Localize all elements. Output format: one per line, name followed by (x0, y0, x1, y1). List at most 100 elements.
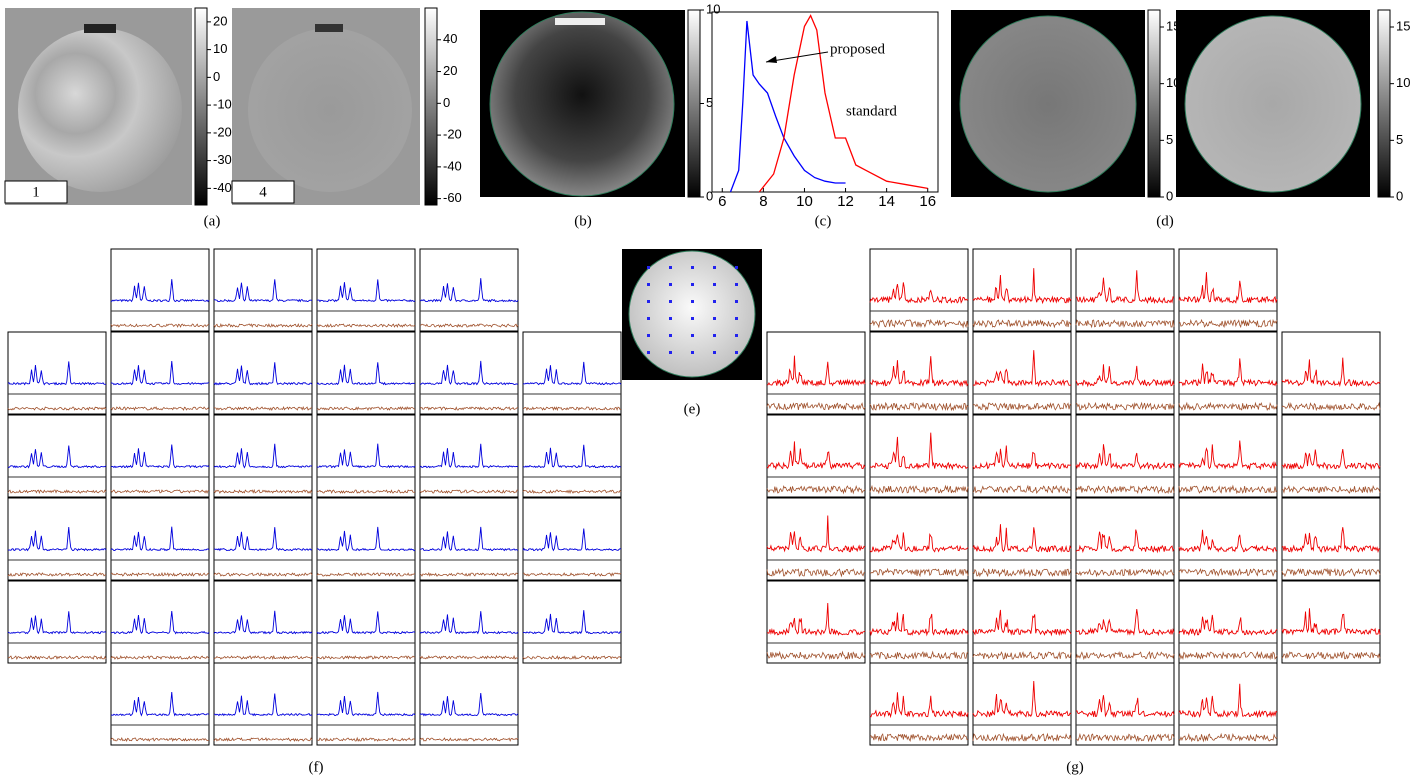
spectrum-cell (1178, 497, 1278, 581)
residual (522, 654, 622, 660)
spectrum (419, 693, 519, 717)
residual (110, 489, 210, 494)
residual (419, 654, 519, 660)
residual (972, 402, 1072, 411)
spectrum-cell (869, 497, 969, 581)
residual (972, 484, 1072, 494)
residual (972, 319, 1072, 329)
residual (1281, 401, 1381, 412)
residual (522, 406, 622, 412)
spectrum-cell (213, 331, 313, 415)
spectrum-cell (213, 580, 313, 664)
residual (316, 572, 416, 577)
spectrum (522, 610, 622, 635)
residual (766, 567, 866, 578)
residual (110, 655, 210, 660)
line (758, 14, 928, 193)
inset-box (4, 180, 68, 204)
residual (1281, 484, 1381, 494)
x-tick-label: 16 (919, 193, 936, 210)
spectrum-cell (1075, 662, 1175, 746)
spectrum-cell (316, 414, 416, 498)
voxel-dot (735, 317, 738, 320)
spectrum (213, 443, 313, 469)
spectrum-cell (766, 497, 866, 581)
spectrum (1075, 608, 1175, 637)
tick-label: -40 (213, 180, 232, 195)
spectrum (7, 445, 107, 469)
residual (213, 737, 313, 742)
spectrum (1281, 357, 1381, 388)
spectrum-cell (7, 331, 107, 415)
residual (972, 567, 1072, 578)
spectrum (1281, 449, 1381, 471)
spectrum (1281, 608, 1381, 636)
spectrum (972, 524, 1072, 553)
spectrum-cell (110, 580, 210, 664)
spectrum-cell (869, 414, 969, 498)
spectrum (110, 691, 210, 717)
spectrum (110, 360, 210, 386)
colorbar (687, 9, 701, 198)
voxel-dot (647, 334, 650, 337)
tick-label: -60 (443, 190, 462, 205)
residual (419, 489, 519, 494)
colorbar (424, 7, 438, 206)
spectrum (316, 443, 416, 469)
voxel-dot (713, 300, 716, 303)
spectrum-cell (1075, 331, 1175, 415)
line (729, 20, 846, 193)
residual (1178, 732, 1278, 743)
tick-label: 20 (213, 13, 227, 28)
spectrum (316, 526, 416, 552)
tick-label: 15 (1396, 18, 1410, 33)
arrowhead (766, 56, 777, 63)
spectrum (419, 526, 519, 552)
spectrum (316, 691, 416, 717)
spectrum-cell (972, 248, 1072, 332)
spectrum-cell (522, 331, 622, 415)
spectrum (972, 680, 1072, 718)
spectrum-cell (1281, 497, 1381, 581)
residual (1178, 651, 1278, 661)
residual (1075, 650, 1175, 661)
residual (316, 323, 416, 328)
spectrum (1178, 614, 1278, 637)
residual (522, 572, 622, 577)
residual (766, 485, 866, 495)
spectrum-cell (110, 248, 210, 332)
residual (1075, 319, 1175, 329)
spectrum-cell (1075, 497, 1175, 581)
artifact (555, 18, 605, 25)
tick-label: 5 (1166, 132, 1173, 147)
voxel-dot (669, 266, 672, 269)
spectrum (1178, 440, 1278, 471)
disk (959, 15, 1137, 193)
residual (419, 323, 519, 328)
artifact (315, 24, 343, 32)
spectrum-cell (522, 414, 622, 498)
annotation: proposed (830, 41, 885, 57)
tick-label: -20 (443, 127, 462, 142)
tick-label: 10 (706, 1, 720, 16)
disk (628, 250, 756, 378)
voxel-dot (735, 283, 738, 286)
spectrum (110, 279, 210, 303)
spectrum-cell (972, 497, 1072, 581)
spectrum-cell (972, 580, 1072, 664)
spectrum (869, 432, 969, 471)
spectrum-cell (110, 414, 210, 498)
spectrum (522, 444, 622, 469)
spectrum (522, 528, 622, 552)
x-tick-label: 12 (837, 193, 854, 210)
caption: (b) (574, 213, 592, 229)
spectrum (522, 361, 622, 386)
spectrum-cell (522, 580, 622, 664)
voxel-dot (735, 300, 738, 303)
spectrum (1075, 529, 1175, 554)
residual (869, 318, 969, 329)
voxel-dot (691, 266, 694, 269)
tick-label: 0 (1166, 188, 1173, 203)
spectrum-cell (766, 331, 866, 415)
